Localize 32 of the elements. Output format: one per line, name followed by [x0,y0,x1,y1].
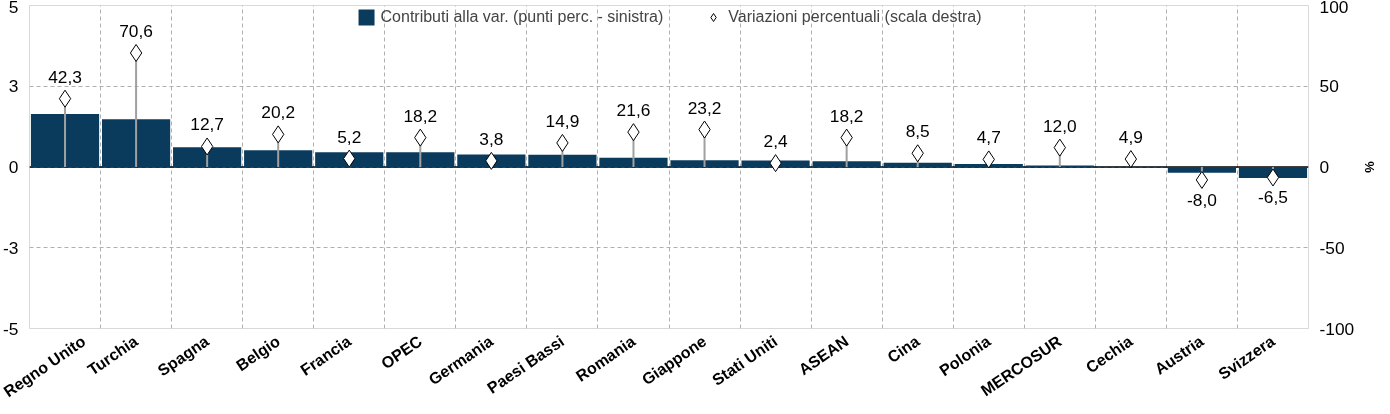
data-label: -8,0 [1186,189,1217,210]
data-label: 42,3 [48,66,82,87]
data-label: 12,0 [1042,115,1077,136]
y-tick-label: -5 [3,318,19,339]
y2-tick-label: 50 [1319,76,1339,97]
y2-tick-label: -100 [1319,318,1355,339]
y-tick-label: 0 [8,157,19,177]
data-label: 18,2 [403,105,438,126]
y2-tick-label: -50 [1319,237,1345,258]
x-tick-label: Cina [884,332,923,367]
y-tick-label: 3 [8,76,19,97]
data-label: 21,6 [616,100,651,121]
data-label: 5,2 [337,126,362,147]
legend-label: Contributi alla var. (punti perc. - sinistra) [380,8,664,26]
y2-axis-title: % [1362,161,1378,174]
data-label: 2,4 [763,131,788,152]
y2-tick-label: 100 [1319,0,1349,17]
data-label: 4,9 [1118,127,1143,148]
data-label: 20,2 [261,102,296,123]
legend-label: Variazioni percentuali (scala destra) [728,8,982,26]
data-label: 14,9 [545,110,580,131]
data-label: 3,8 [479,128,504,149]
data-label: 18,2 [829,105,864,126]
data-label: -6,5 [1258,187,1288,208]
y2-tick-label: 0 [1319,157,1330,177]
data-label: 23,2 [687,97,722,118]
data-label: 4,7 [976,127,1001,148]
data-label: 12,7 [190,114,225,135]
y-tick-label: 5 [8,0,19,17]
data-label: 8,5 [905,121,930,142]
data-label: 70,6 [119,20,153,41]
y-tick-label: -3 [3,237,19,258]
